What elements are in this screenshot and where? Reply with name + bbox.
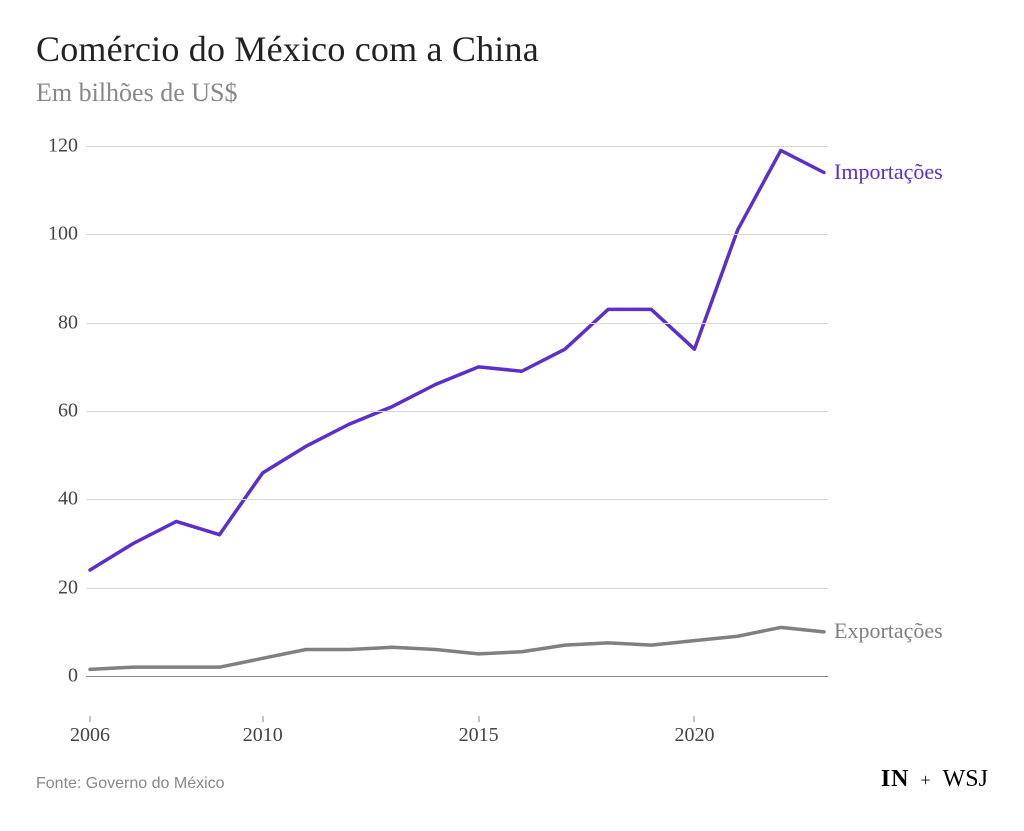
x-tick-mark bbox=[478, 716, 479, 722]
x-tick-label: 2006 bbox=[70, 724, 110, 747]
chart-svg bbox=[86, 126, 828, 716]
logo-in: IN bbox=[881, 766, 910, 792]
source-label: Fonte: Governo do México bbox=[36, 775, 225, 793]
gridline bbox=[86, 323, 828, 324]
series-line bbox=[90, 627, 824, 669]
chart-container: Comércio do México com a China Em bilhõe… bbox=[0, 0, 1024, 831]
plot-area: 0 20 40 60 80 100 120 Importações Exportações bbox=[36, 126, 988, 716]
y-axis: 0 20 40 60 80 100 120 bbox=[36, 126, 86, 716]
x-axis: 2006201020152020 bbox=[86, 716, 828, 756]
gridline bbox=[86, 588, 828, 589]
y-tick-label: 120 bbox=[48, 135, 78, 158]
x-tick-label: 2020 bbox=[674, 724, 714, 747]
series-label: Exportações bbox=[834, 618, 943, 644]
logo-plus: + bbox=[921, 770, 932, 790]
series-line bbox=[90, 150, 824, 570]
y-tick-label: 20 bbox=[58, 576, 78, 599]
gridline bbox=[86, 234, 828, 235]
publisher-logo: IN + WSJ bbox=[881, 766, 988, 793]
x-tick-mark bbox=[90, 716, 91, 722]
y-tick-label: 0 bbox=[68, 665, 78, 688]
series-label: Importações bbox=[834, 159, 943, 185]
x-tick-label: 2015 bbox=[459, 724, 499, 747]
y-tick-label: 60 bbox=[58, 400, 78, 423]
y-tick-label: 100 bbox=[48, 223, 78, 246]
gridline bbox=[86, 146, 828, 147]
chart-subtitle: Em bilhões de US$ bbox=[36, 78, 988, 108]
chart-footer: Fonte: Governo do México IN + WSJ bbox=[36, 766, 988, 793]
gridline bbox=[86, 676, 828, 677]
x-tick-label: 2010 bbox=[243, 724, 283, 747]
gridline bbox=[86, 499, 828, 500]
x-tick-mark bbox=[262, 716, 263, 722]
x-tick-mark bbox=[694, 716, 695, 722]
y-tick-label: 80 bbox=[58, 311, 78, 334]
chart-title: Comércio do México com a China bbox=[36, 28, 988, 70]
y-tick-label: 40 bbox=[58, 488, 78, 511]
gridline bbox=[86, 411, 828, 412]
logo-wsj: WSJ bbox=[943, 766, 988, 792]
